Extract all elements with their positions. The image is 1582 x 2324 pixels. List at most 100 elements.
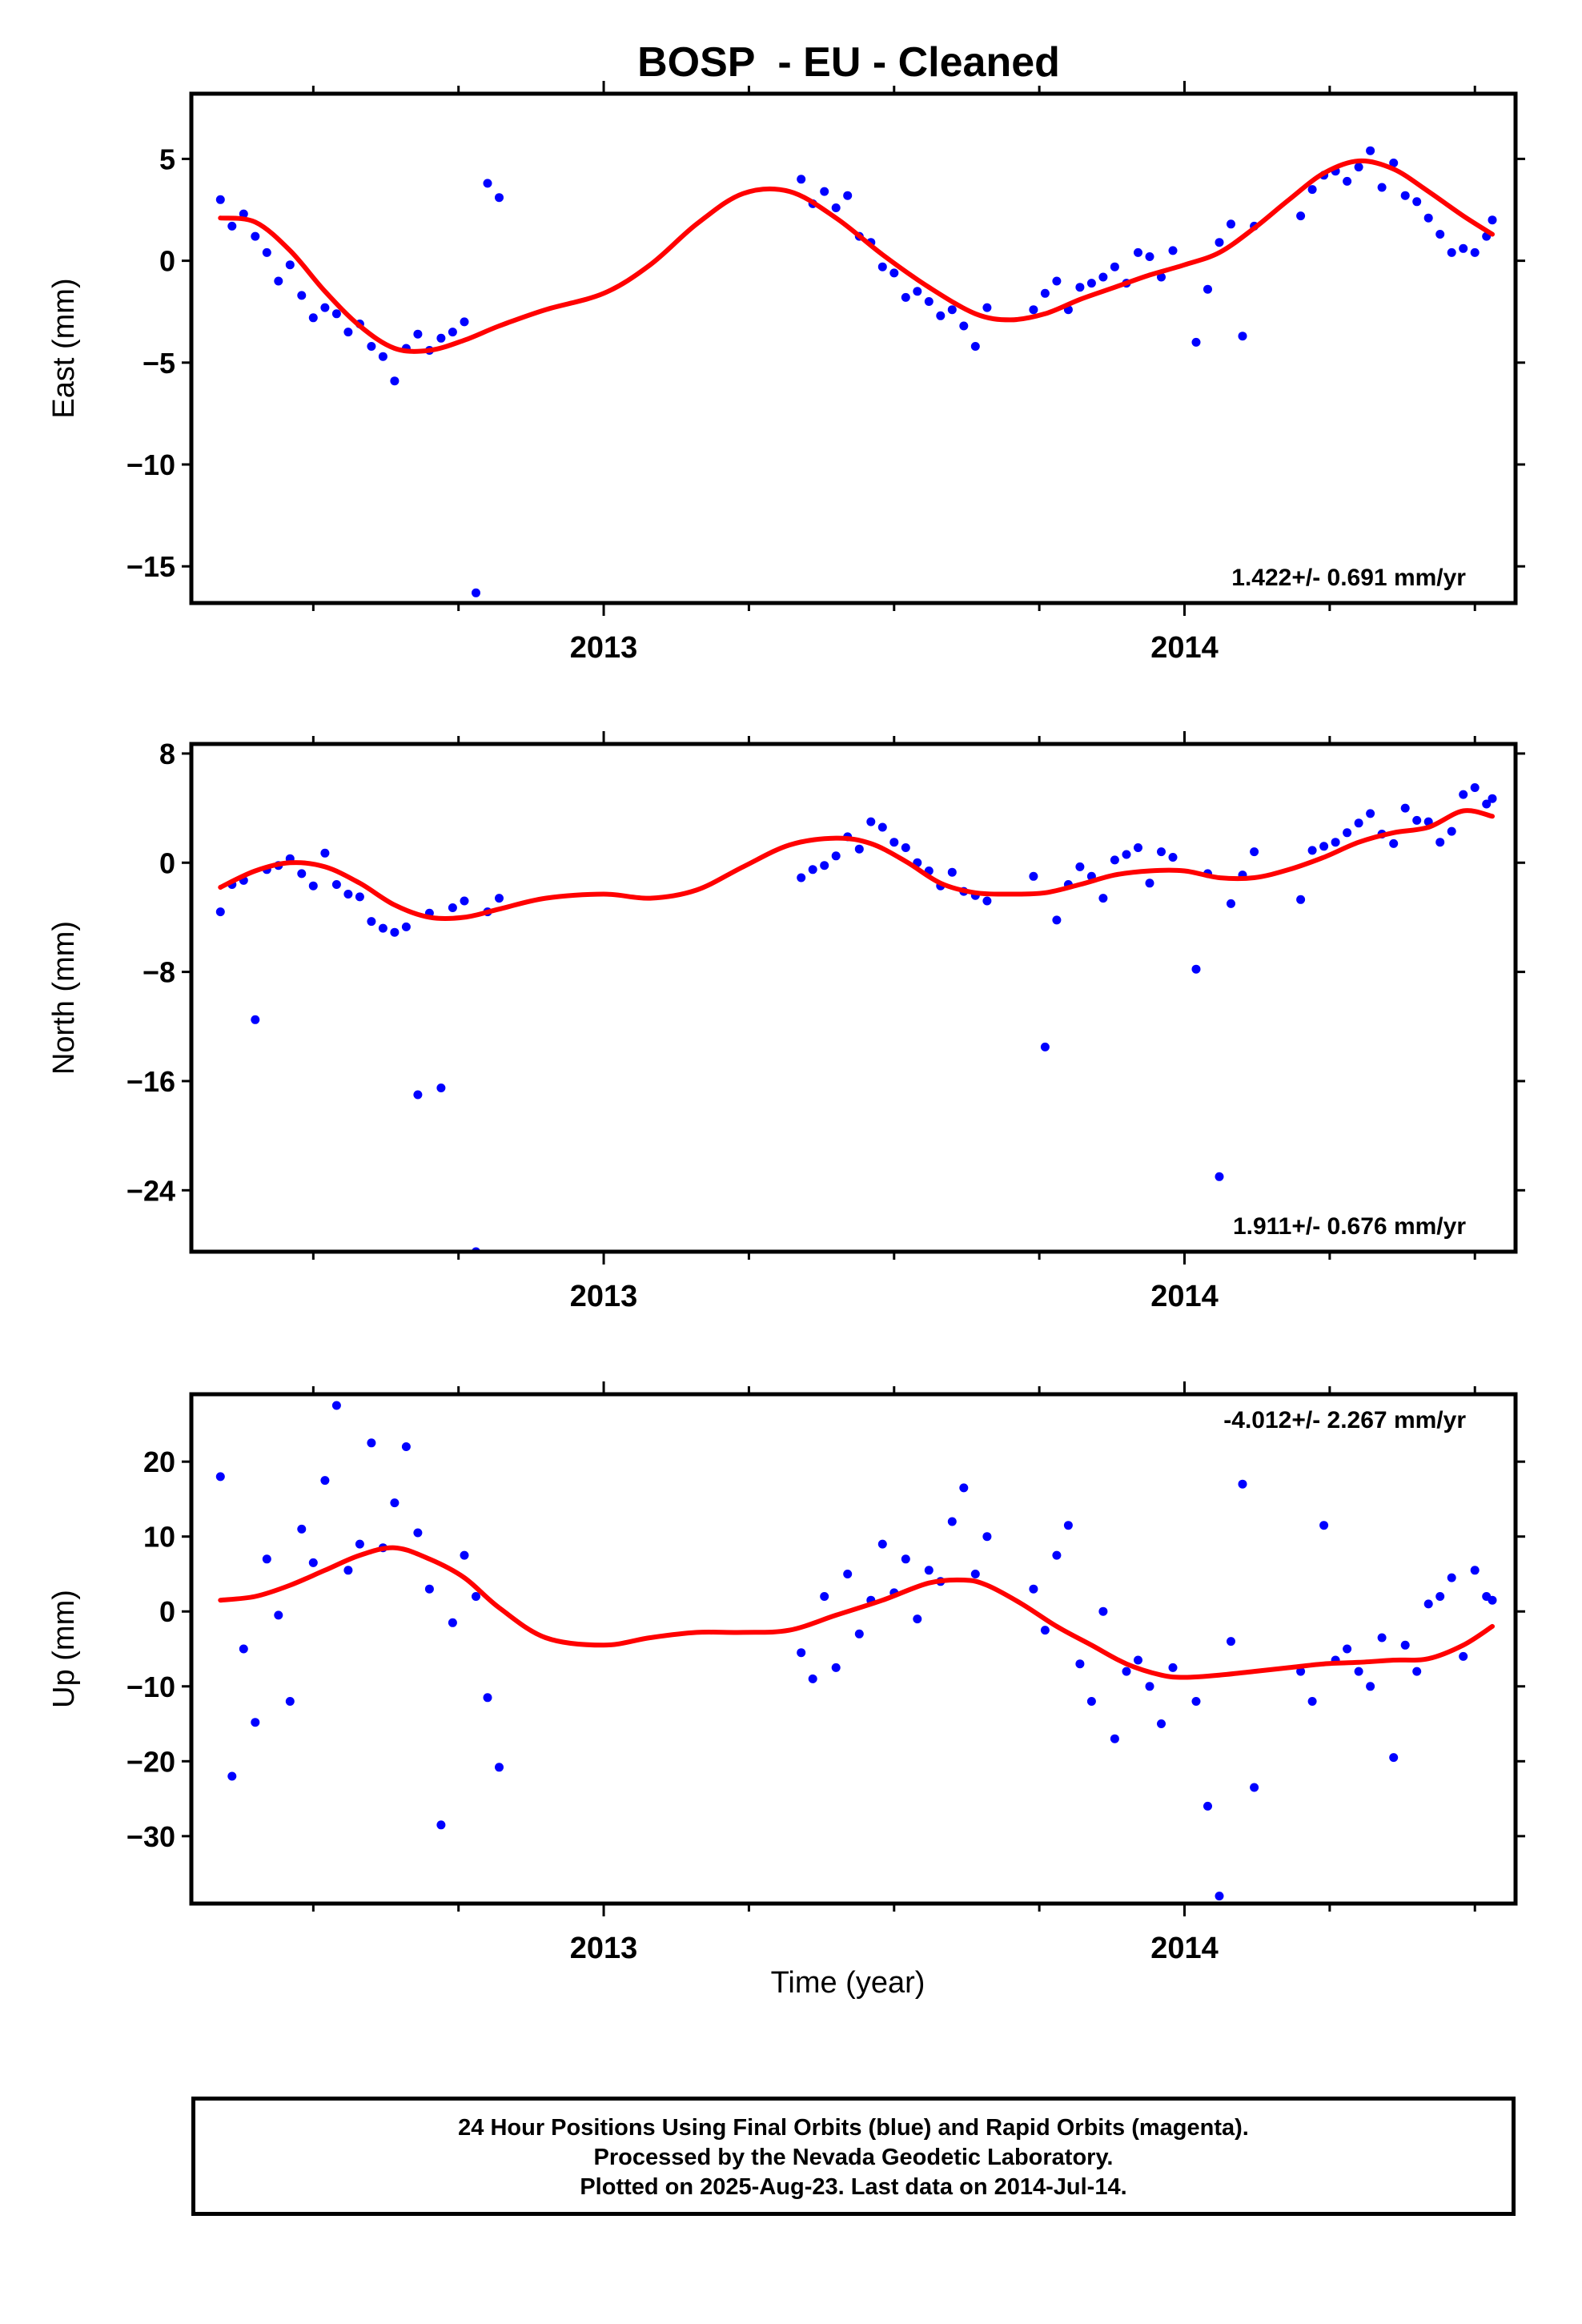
up-data-point <box>239 1644 248 1654</box>
up-data-point <box>1086 1697 1096 1706</box>
up-data-point <box>924 1566 934 1575</box>
up-y-tick-label: 10 <box>143 1521 175 1554</box>
north-data-point <box>889 838 899 847</box>
up-plot-area <box>215 1401 1497 1901</box>
up-data-point <box>970 1570 980 1578</box>
east-data-point <box>913 287 922 296</box>
east-data-point <box>924 297 934 306</box>
north-data-point <box>854 844 864 854</box>
east-data-point <box>1168 246 1178 255</box>
east-data-point <box>367 342 376 351</box>
east-data-point <box>1343 176 1352 186</box>
north-data-point <box>1366 809 1375 818</box>
north-y-tick-label: −24 <box>126 1174 175 1207</box>
north-data-point <box>413 1090 423 1100</box>
north-data-point <box>1157 847 1166 857</box>
east-data-point <box>901 292 910 302</box>
up-data-point <box>1227 1637 1235 1647</box>
up-data-point <box>424 1584 434 1594</box>
east-data-point <box>1377 183 1387 192</box>
up-data-point <box>401 1442 411 1451</box>
up-data-point <box>1400 1640 1410 1650</box>
up-data-point <box>1435 1592 1445 1601</box>
north-y-axis-label: North (mm) <box>47 921 81 1075</box>
north-data-point <box>820 861 829 870</box>
north-data-point <box>436 1084 446 1092</box>
east-data-point <box>239 209 248 219</box>
east-data-point <box>1354 163 1363 172</box>
north-data-point <box>1191 964 1201 974</box>
north-data-point <box>448 903 457 912</box>
east-data-point <box>331 309 341 319</box>
up-y-tick-label: 20 <box>143 1445 175 1478</box>
north-data-point <box>251 1015 260 1024</box>
up-data-point <box>1307 1697 1317 1706</box>
north-model-curve <box>218 808 1495 922</box>
up-data-point <box>472 1592 480 1601</box>
up-data-point <box>355 1539 364 1549</box>
east-data-point <box>797 175 806 184</box>
up-y-tick-label: 0 <box>159 1595 175 1628</box>
east-data-point <box>274 276 283 286</box>
east-data-point <box>460 317 469 327</box>
up-data-point <box>843 1570 853 1578</box>
east-data-point <box>227 221 237 231</box>
east-y-tick-label: −10 <box>126 448 175 481</box>
east-data-point <box>1052 276 1062 286</box>
east-data-point <box>320 303 330 312</box>
north-data-point <box>1029 871 1038 881</box>
east-data-point <box>1145 252 1154 261</box>
east-data-point <box>1238 332 1247 341</box>
north-y-tick-label: 0 <box>159 846 175 879</box>
up-data-point <box>982 1532 992 1542</box>
east-data-point <box>448 328 457 337</box>
up-data-point <box>820 1592 829 1601</box>
up-data-point <box>1063 1521 1073 1530</box>
up-y-tick-label: −30 <box>126 1820 175 1853</box>
footer-line-orbits: 24 Hour Positions Using Final Orbits (bl… <box>458 2115 1249 2141</box>
up-data-point <box>1377 1633 1387 1642</box>
east-data-point <box>308 313 318 323</box>
east-data-point <box>889 268 899 278</box>
up-data-point <box>1459 1651 1468 1661</box>
up-data-point <box>1296 1667 1306 1676</box>
up-data-point <box>1029 1584 1038 1594</box>
north-rate-label: 1.911+/- 0.676 mm/yr <box>1233 1213 1466 1240</box>
up-data-point <box>1040 1626 1050 1635</box>
north-data-point <box>877 822 887 832</box>
north-data-point <box>1354 818 1363 828</box>
east-data-point <box>970 342 980 351</box>
east-data-point <box>1366 146 1375 155</box>
up-model-curve <box>218 1545 1495 1680</box>
north-data-point <box>1482 799 1492 809</box>
up-data-point <box>1215 1892 1224 1901</box>
north-data-point <box>1040 1042 1050 1051</box>
up-data-point <box>1470 1566 1480 1575</box>
east-y-axis-label: East (mm) <box>47 278 81 418</box>
north-data-point <box>1098 894 1108 903</box>
up-data-point <box>877 1539 887 1549</box>
east-data-point <box>1296 211 1306 221</box>
north-data-point <box>495 894 504 903</box>
up-data-point <box>1366 1682 1375 1691</box>
east-data-point <box>413 329 423 339</box>
up-data-point <box>947 1517 957 1526</box>
north-data-point <box>1122 850 1131 859</box>
up-data-point <box>1110 1734 1119 1743</box>
north-data-point <box>297 869 307 879</box>
east-data-point <box>215 195 225 204</box>
east-data-point <box>1040 288 1050 298</box>
up-data-point <box>460 1550 469 1560</box>
north-data-point <box>378 923 387 933</box>
north-data-point <box>215 907 225 917</box>
north-x-tick-label: 2013 <box>570 1280 638 1313</box>
up-frame <box>189 1392 1518 1906</box>
east-x-tick-label: 2013 <box>570 631 638 665</box>
up-data-point <box>854 1629 864 1638</box>
north-data-point <box>367 917 376 927</box>
up-data-point <box>251 1718 260 1727</box>
up-x-tick-label: 2014 <box>1150 1932 1219 1965</box>
east-data-point <box>1400 191 1410 200</box>
x-axis-label: Time (year) <box>771 1966 926 2000</box>
